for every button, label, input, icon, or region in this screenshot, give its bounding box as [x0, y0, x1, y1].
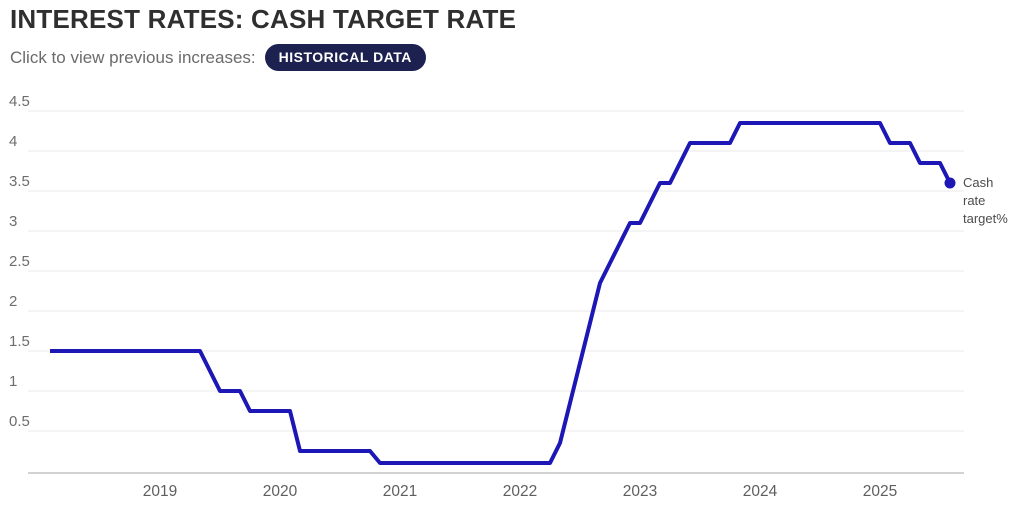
y-axis-label: 3	[9, 213, 17, 230]
y-axis-label: 0.5	[9, 413, 30, 430]
x-axis-label: 2021	[383, 483, 417, 500]
historical-data-button[interactable]: HISTORICAL DATA	[264, 44, 426, 71]
x-axis-label: 2024	[743, 483, 778, 500]
y-axis-label: 3.5	[9, 173, 30, 190]
y-axis-label: 2	[9, 293, 17, 310]
y-axis-label: 4	[9, 133, 17, 150]
y-axis-label: 4.5	[9, 93, 30, 110]
y-axis-label: 1.5	[9, 333, 30, 350]
page-title: INTEREST RATES: CASH TARGET RATE	[10, 4, 517, 34]
subtitle-text: Click to view previous increases:	[10, 47, 256, 67]
cash-rate-line	[50, 121, 952, 465]
y-axis-label: 2.5	[9, 253, 30, 270]
header: INTEREST RATES: CASH TARGET RATE	[10, 4, 516, 34]
x-axis-label: 2019	[143, 483, 177, 500]
x-axis-label: 2023	[623, 483, 657, 500]
series-label: Cash rate target%	[963, 175, 1008, 226]
x-axis-label: 2020	[263, 483, 298, 500]
y-axis-label: 1	[9, 373, 17, 390]
subtitle-row: Click to view previous increases: HISTOR…	[10, 44, 426, 71]
x-axis-label: 2022	[503, 483, 537, 500]
line-end-dot	[944, 177, 956, 189]
x-axis-label: 2025	[863, 483, 897, 500]
